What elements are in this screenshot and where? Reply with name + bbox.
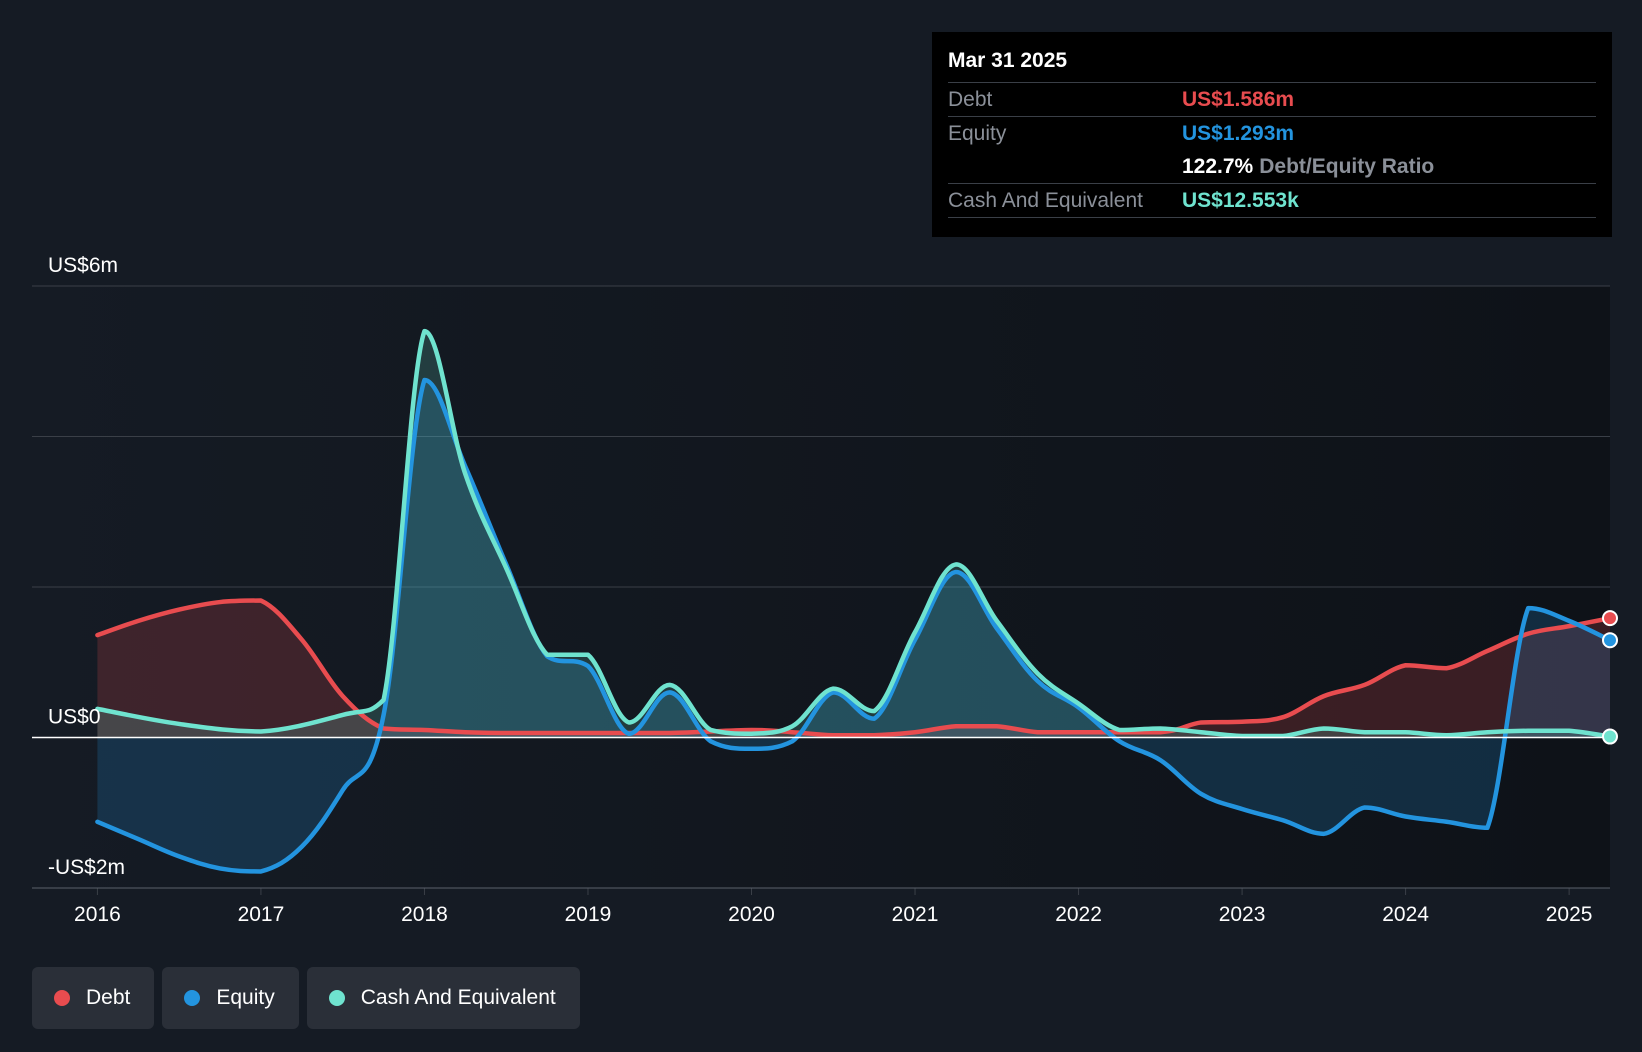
y-tick-label: -US$2m	[48, 856, 125, 879]
tooltip: Mar 31 2025 Debt US$1.586m Equity US$1.2…	[932, 32, 1612, 237]
x-tick-label: 2025	[1546, 903, 1593, 926]
x-tick-label: 2019	[565, 903, 612, 926]
legend: Debt Equity Cash And Equivalent	[32, 967, 580, 1029]
tooltip-ratio-row: 122.7% Debt/Equity Ratio	[948, 150, 1596, 184]
tooltip-debt-row: Debt US$1.586m	[948, 83, 1596, 117]
legend-item-equity[interactable]: Equity	[162, 967, 299, 1029]
legend-item-cash[interactable]: Cash And Equivalent	[306, 967, 580, 1029]
legend-label-debt: Debt	[86, 986, 131, 1009]
tooltip-ratio-value: 122.7%	[1182, 154, 1254, 178]
x-tick-label: 2022	[1055, 903, 1102, 926]
debt-dot-icon	[54, 990, 70, 1006]
equity-dot-icon	[184, 990, 201, 1006]
tooltip-cash-row: Cash And Equivalent US$12.553k	[948, 184, 1596, 218]
x-tick-label: 2020	[728, 903, 775, 926]
tooltip-equity-row: Equity US$1.293m	[948, 117, 1596, 150]
tooltip-ratio-label: Debt/Equity Ratio	[1259, 154, 1435, 178]
equity-end-marker	[1602, 632, 1618, 649]
x-tick-label: 2024	[1382, 903, 1429, 926]
x-tick-label: 2021	[892, 903, 939, 926]
debt-end-marker	[1602, 610, 1618, 627]
tooltip-debt-value: US$1.586m	[1182, 87, 1295, 111]
cash-and-equivalent-area	[97, 331, 1610, 738]
debt-line	[95, 598, 1613, 738]
legend-label-equity: Equity	[216, 986, 275, 1009]
x-tick-label: 2016	[74, 903, 121, 926]
legend-item-debt[interactable]: Debt	[32, 967, 155, 1029]
x-tick-label: 2023	[1219, 903, 1266, 926]
y-tick-label: US$0	[48, 706, 101, 729]
tooltip-equity-label: Equity	[948, 121, 1007, 145]
tooltip-debt-label: Debt	[948, 87, 993, 111]
cash-dot-icon	[328, 990, 345, 1006]
tooltip-cash-value: US$12.553k	[1182, 188, 1299, 212]
debt-area	[97, 600, 1610, 738]
legend-label-cash: Cash And Equivalent	[360, 986, 556, 1009]
cash-and-equivalent-line	[95, 328, 1613, 739]
cash-and-equivalent-end-marker	[1602, 728, 1618, 745]
tooltip-equity-value: US$1.293m	[1182, 121, 1295, 145]
tooltip-cash-label: Cash And Equivalent	[948, 188, 1143, 212]
equity-line	[95, 377, 1613, 874]
tooltip-date: Mar 31 2025	[948, 46, 1596, 83]
x-tick-label: 2018	[401, 903, 448, 926]
y-tick-label: US$6m	[48, 254, 118, 277]
x-tick-label: 2017	[238, 903, 285, 926]
